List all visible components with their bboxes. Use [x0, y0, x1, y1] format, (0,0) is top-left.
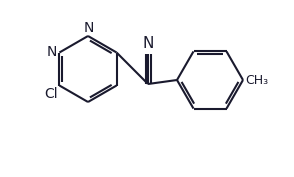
Text: Cl: Cl — [44, 87, 57, 101]
Text: N: N — [84, 21, 94, 35]
Text: N: N — [142, 36, 154, 51]
Text: N: N — [47, 45, 57, 59]
Text: CH₃: CH₃ — [245, 75, 268, 87]
